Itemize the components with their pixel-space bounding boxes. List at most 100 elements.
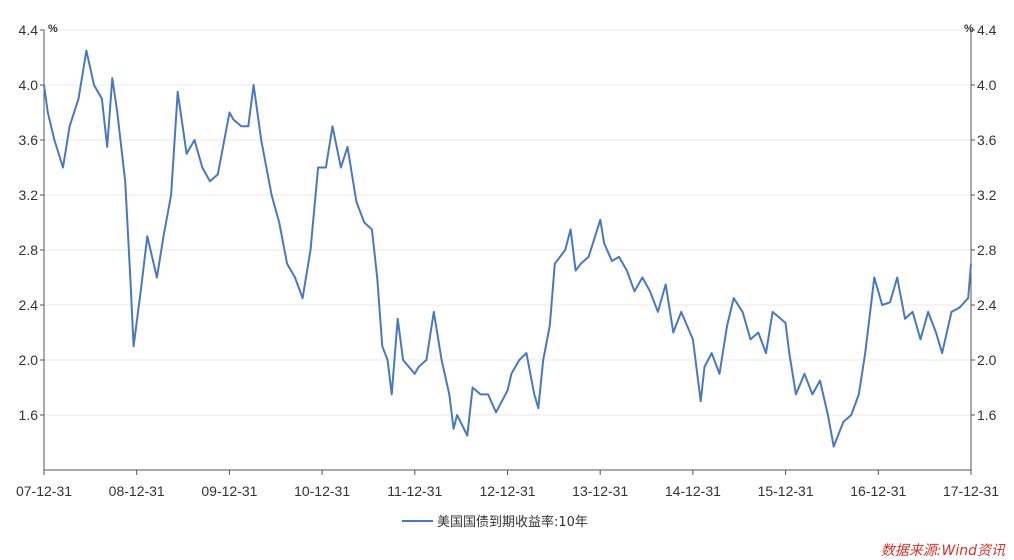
data-point <box>193 139 196 141</box>
data-point <box>958 306 961 309</box>
data-point <box>440 359 443 361</box>
data-point <box>331 125 334 128</box>
y-tick-label-left: 1.6 <box>19 407 39 423</box>
data-point <box>240 125 242 128</box>
data-point <box>795 393 797 396</box>
data-point <box>139 290 142 293</box>
data-point <box>765 352 767 354</box>
x-tick-label: 13-12-31 <box>572 483 628 499</box>
right-unit-label: % <box>964 23 974 35</box>
data-point <box>201 166 204 169</box>
x-tick-label: 17-12-31 <box>943 483 999 499</box>
data-point <box>386 359 389 361</box>
data-point <box>209 180 211 183</box>
data-point <box>162 235 165 238</box>
x-tick-label: 11-12-31 <box>387 483 442 499</box>
data-point <box>533 393 536 396</box>
data-point <box>757 331 760 334</box>
data-point <box>270 194 273 196</box>
data-point <box>247 125 250 128</box>
data-point <box>456 414 458 416</box>
y-tick-label-right: 3.2 <box>977 187 997 203</box>
data-point <box>904 317 906 320</box>
data-point <box>260 139 263 141</box>
data-point <box>850 414 853 416</box>
data-point <box>649 290 651 293</box>
data-point <box>101 97 103 100</box>
data-point <box>626 269 628 272</box>
data-point <box>506 389 509 392</box>
y-tick-label-right: 2.4 <box>977 297 997 313</box>
data-point <box>672 331 675 334</box>
data-point <box>417 366 420 368</box>
data-point <box>599 218 602 221</box>
data-point <box>62 166 64 169</box>
data-point <box>611 260 613 262</box>
data-point <box>927 311 929 313</box>
data-point <box>819 379 821 382</box>
y-tick-label-left: 2.8 <box>19 242 39 258</box>
x-tick-label: 15-12-31 <box>758 483 814 499</box>
data-point <box>726 324 728 327</box>
data-point <box>858 393 860 396</box>
data-point <box>911 311 914 313</box>
data-point <box>156 276 158 279</box>
data-point <box>657 311 659 313</box>
y-tick-label-left: 4.4 <box>19 22 39 38</box>
data-point <box>413 372 416 375</box>
data-point <box>466 434 469 437</box>
data-point <box>68 125 71 128</box>
data-point <box>325 166 327 169</box>
x-tick-label: 08-12-31 <box>109 483 165 499</box>
data-point <box>176 91 179 93</box>
data-point <box>346 146 349 148</box>
data-point <box>889 301 891 304</box>
data-point <box>301 297 304 299</box>
y-tick-label-right: 3.6 <box>977 132 997 148</box>
data-point <box>618 256 620 258</box>
y-tick-label-left: 2.4 <box>19 297 39 313</box>
data-point <box>574 269 577 272</box>
data-point <box>827 414 829 416</box>
data-point <box>710 352 713 354</box>
data-point <box>495 411 497 414</box>
data-point <box>749 338 752 341</box>
data-point <box>217 173 219 176</box>
data-point <box>842 421 845 423</box>
data-point <box>554 262 556 265</box>
x-tick-label: 12-12-31 <box>479 483 535 499</box>
data-point <box>542 359 544 361</box>
y-tick-label-right: 1.6 <box>977 407 997 423</box>
data-point <box>124 180 127 183</box>
data-point <box>43 84 45 86</box>
data-point <box>487 393 489 396</box>
data-point <box>832 445 835 448</box>
data-point <box>788 352 791 354</box>
data-point <box>228 111 231 114</box>
data-point <box>741 311 744 313</box>
y-tick-label-right: 2.8 <box>977 242 997 258</box>
y-tick-label-left: 2.0 <box>19 352 39 368</box>
data-point <box>77 97 80 100</box>
data-point <box>116 111 119 114</box>
data-point <box>548 324 551 327</box>
data-point <box>970 262 972 265</box>
y-tick-label-right: 4.0 <box>977 77 997 93</box>
data-point <box>381 345 384 348</box>
data-point <box>873 276 876 279</box>
data-point <box>53 139 56 141</box>
x-tick-label: 09-12-31 <box>201 483 257 499</box>
data-point <box>376 276 378 279</box>
data-point <box>132 345 135 348</box>
data-point <box>941 352 943 354</box>
y-tick-label-left: 3.2 <box>19 187 39 203</box>
x-tick-label: 07-12-31 <box>16 483 72 499</box>
data-point <box>771 311 774 313</box>
data-point <box>537 407 540 409</box>
y-tick-label-left: 4.0 <box>19 77 39 93</box>
data-point <box>396 317 399 320</box>
data-point <box>564 249 567 251</box>
data-point <box>309 249 312 251</box>
data-point <box>185 152 188 155</box>
